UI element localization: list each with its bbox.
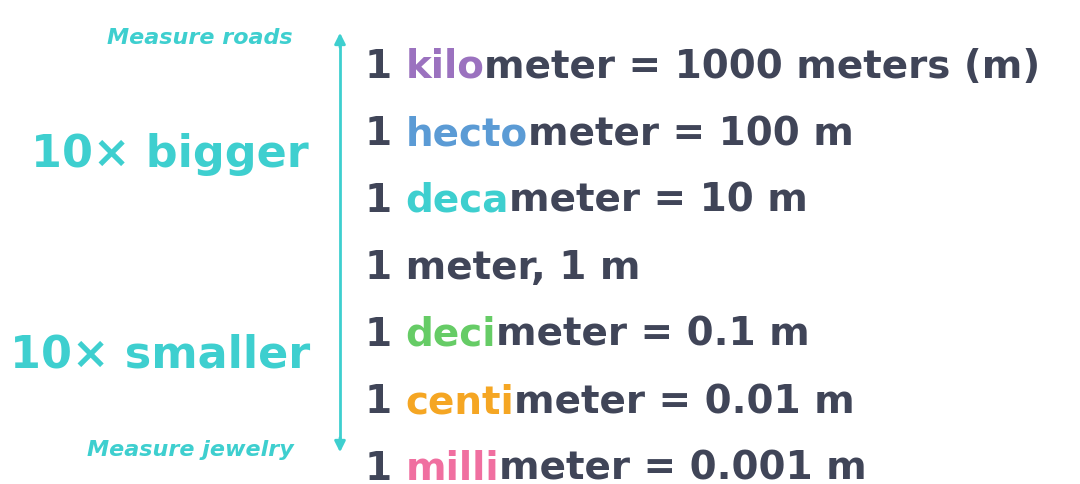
- Text: meter = 0.01 m: meter = 0.01 m: [514, 383, 855, 421]
- Text: meter = 0.1 m: meter = 0.1 m: [496, 316, 810, 354]
- Text: kilo: kilo: [406, 48, 485, 86]
- Text: milli: milli: [406, 450, 499, 484]
- Text: hecto: hecto: [406, 115, 528, 153]
- Text: 10× smaller: 10× smaller: [10, 333, 310, 377]
- Text: centi: centi: [406, 383, 514, 421]
- Text: 1 meter, 1 m: 1 meter, 1 m: [365, 249, 640, 287]
- Text: 1: 1: [365, 115, 406, 153]
- Text: Measure jewelry: Measure jewelry: [86, 440, 294, 460]
- Text: meter = 1000 meters (m): meter = 1000 meters (m): [485, 48, 1041, 86]
- Text: 10× bigger: 10× bigger: [31, 134, 309, 177]
- Text: 1: 1: [365, 316, 406, 354]
- Text: deci: deci: [406, 316, 496, 354]
- Text: 1: 1: [365, 450, 406, 484]
- Text: meter = 100 m: meter = 100 m: [528, 115, 853, 153]
- Text: meter = 0.001 m: meter = 0.001 m: [499, 450, 867, 484]
- Text: 1: 1: [365, 182, 406, 220]
- Text: meter = 10 m: meter = 10 m: [509, 182, 808, 220]
- Text: 1: 1: [365, 48, 406, 86]
- Text: 1: 1: [365, 383, 406, 421]
- Text: deca: deca: [406, 182, 509, 220]
- Text: Measure roads: Measure roads: [107, 28, 293, 48]
